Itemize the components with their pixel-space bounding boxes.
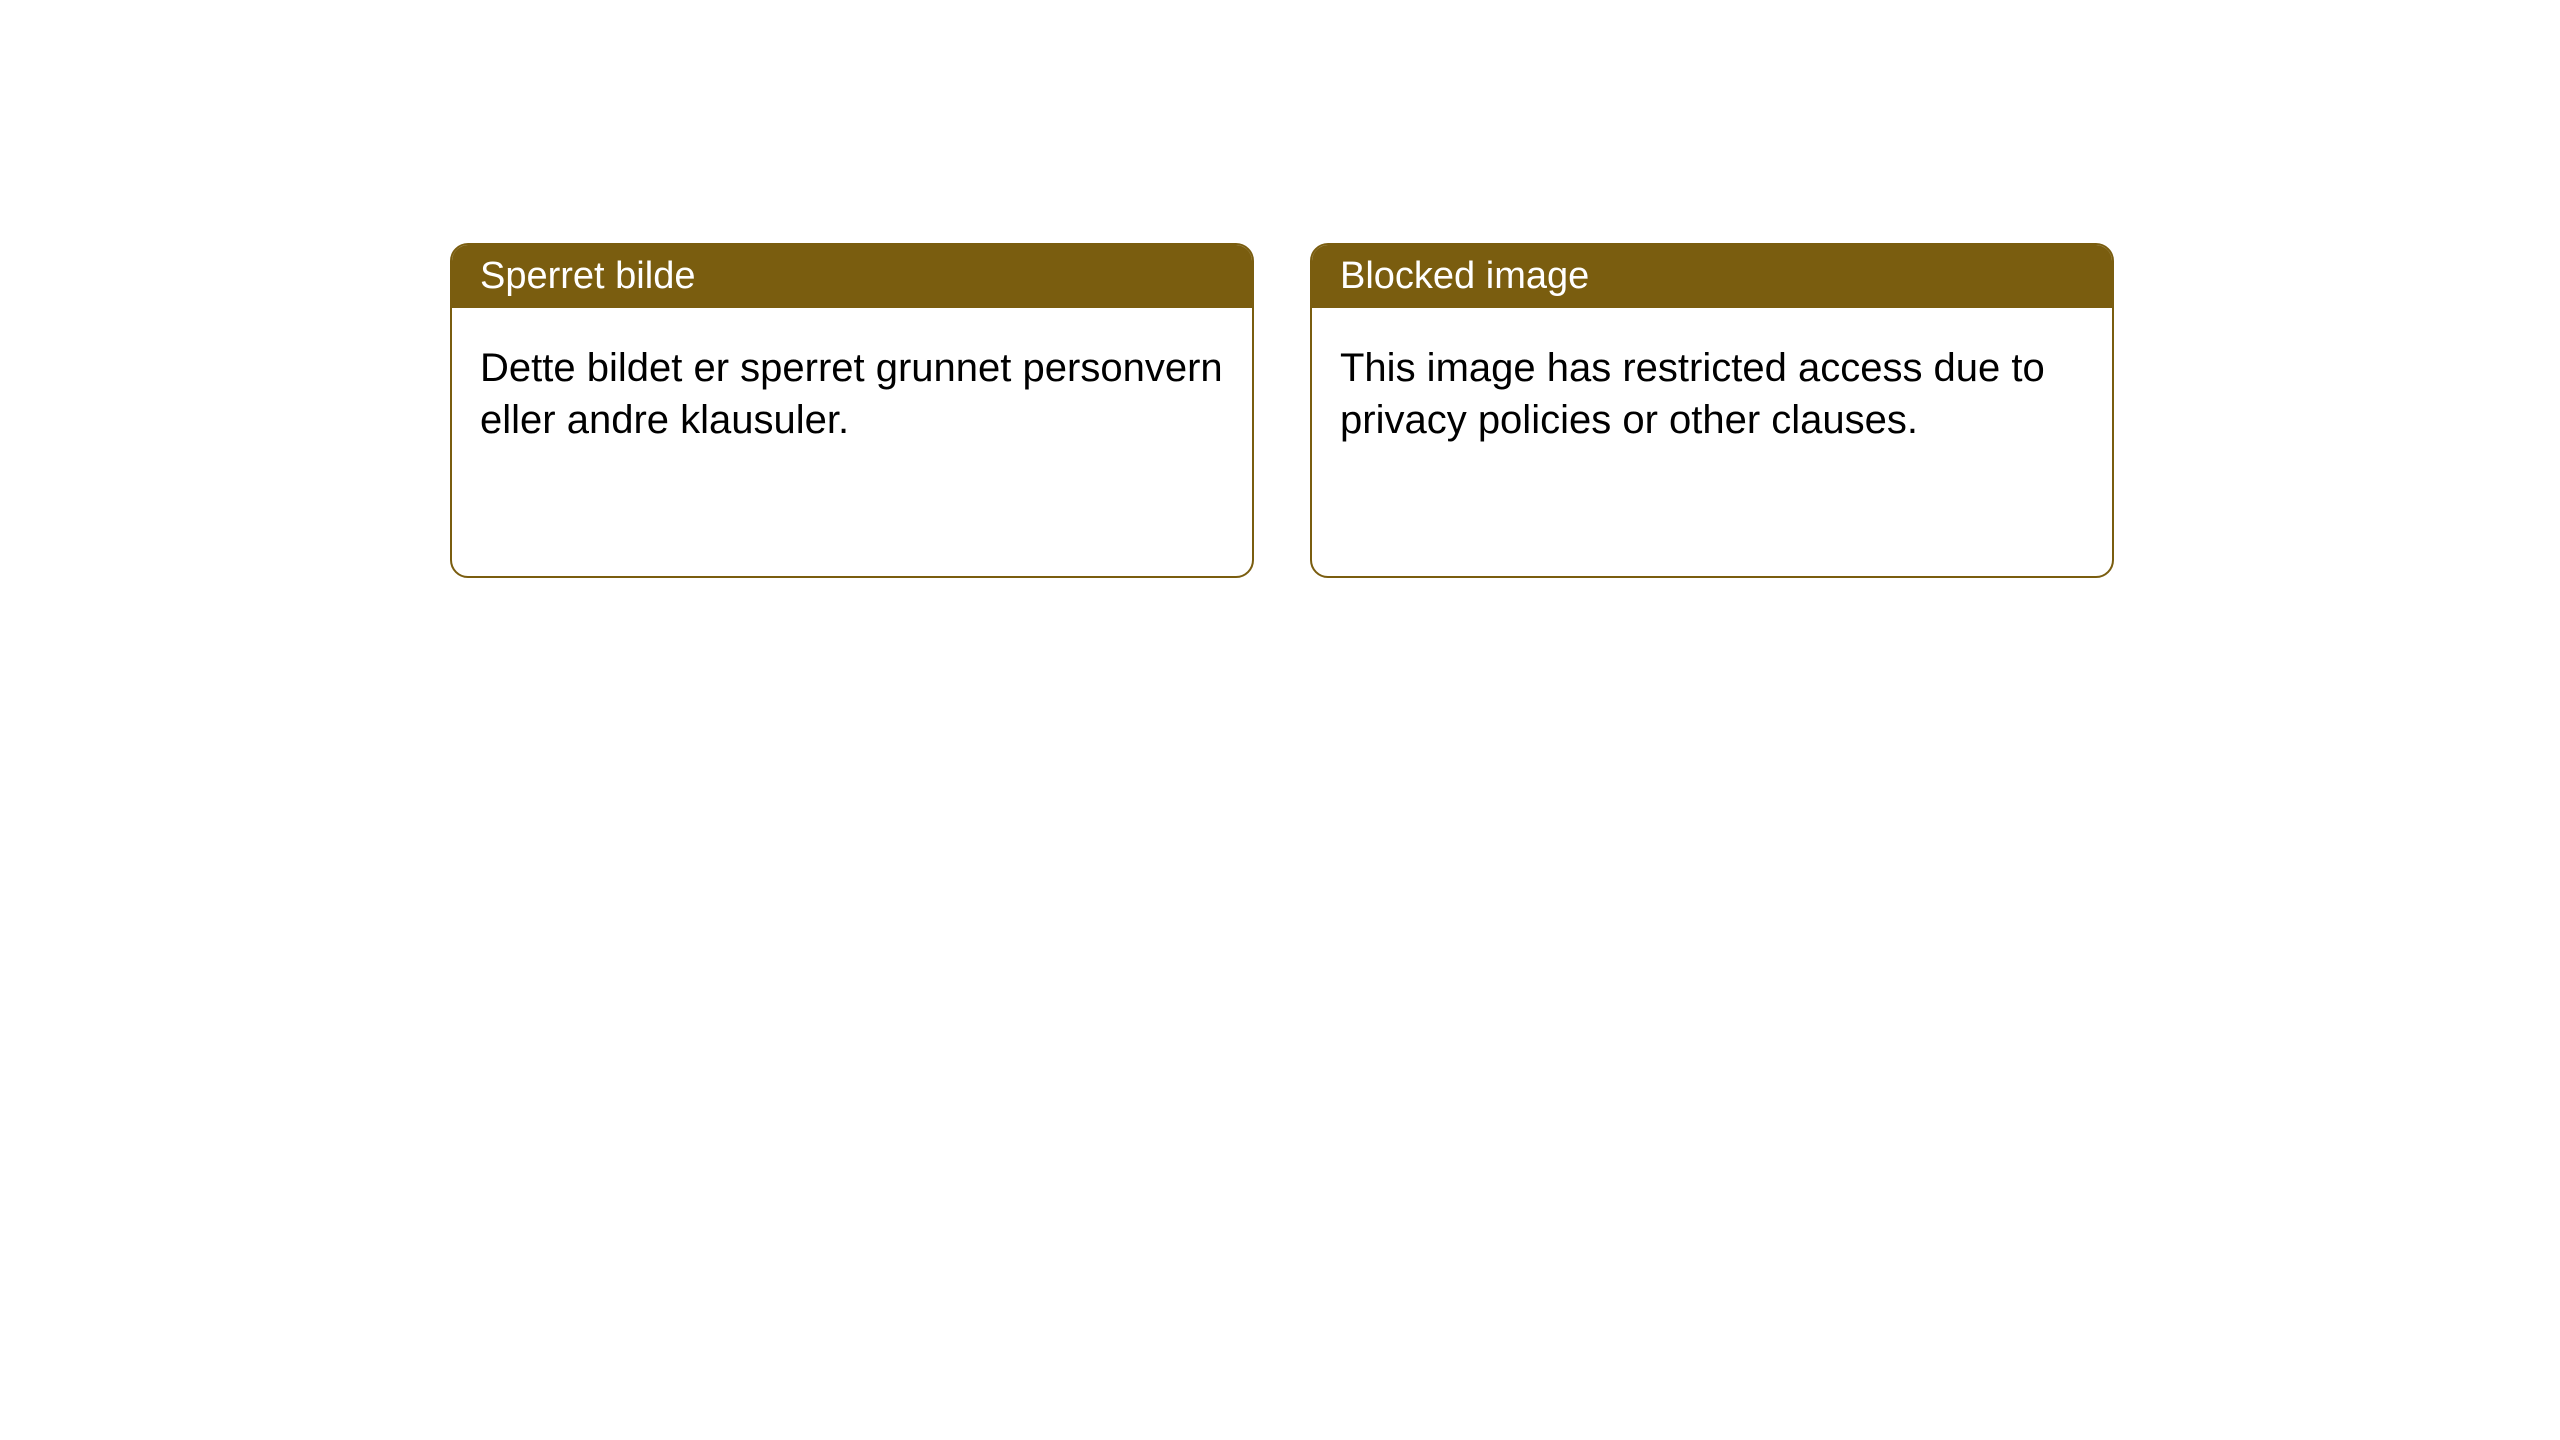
card-body-text: This image has restricted access due to … — [1340, 346, 2045, 442]
card-title: Sperret bilde — [480, 255, 695, 297]
card-container: Sperret bilde Dette bildet er sperret gr… — [0, 0, 2560, 578]
blocked-image-card-en: Blocked image This image has restricted … — [1310, 243, 2114, 578]
card-body: This image has restricted access due to … — [1312, 308, 2112, 480]
card-header: Blocked image — [1312, 245, 2112, 308]
card-body-text: Dette bildet er sperret grunnet personve… — [480, 346, 1223, 442]
blocked-image-card-no: Sperret bilde Dette bildet er sperret gr… — [450, 243, 1254, 578]
card-body: Dette bildet er sperret grunnet personve… — [452, 308, 1252, 480]
card-title: Blocked image — [1340, 255, 1589, 297]
card-header: Sperret bilde — [452, 245, 1252, 308]
